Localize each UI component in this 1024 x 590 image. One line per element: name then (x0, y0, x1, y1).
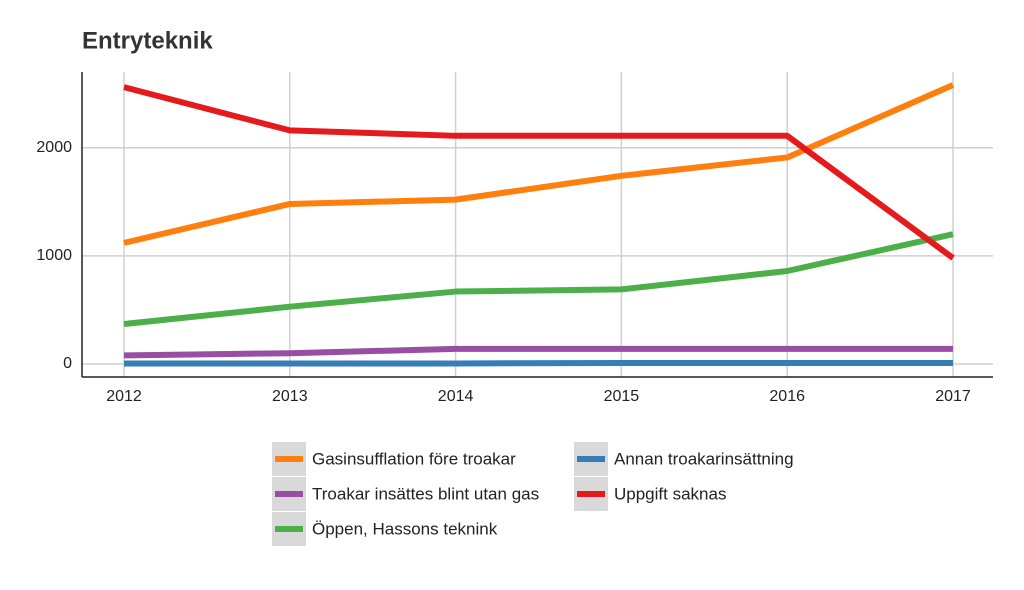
x-tick-label: 2017 (935, 388, 971, 405)
legend-label: Annan troakarinsättning (614, 449, 794, 468)
legend-label: Uppgift saknas (614, 484, 726, 503)
line (124, 359, 953, 367)
line (123, 231, 954, 327)
x-tick-label: 2015 (604, 388, 640, 405)
chart-title: Entryteknik (82, 27, 213, 54)
x-tick-label: 2014 (438, 388, 474, 405)
line (123, 84, 955, 261)
line (123, 345, 953, 359)
x-tick-label: 2013 (272, 388, 308, 405)
y-tick-label: 1000 (36, 247, 72, 264)
y-tick-label: 0 (63, 355, 72, 372)
x-tick-label: 2012 (106, 388, 142, 405)
y-tick-label: 2000 (36, 139, 72, 156)
line (123, 82, 955, 246)
x-tick-label: 2016 (769, 388, 805, 405)
legend-label: Troakar insättes blint utan gas (312, 484, 539, 503)
legend-label: Gasinsufflation före troakar (312, 449, 516, 468)
legend-label: Öppen, Hassons teknink (312, 519, 498, 538)
